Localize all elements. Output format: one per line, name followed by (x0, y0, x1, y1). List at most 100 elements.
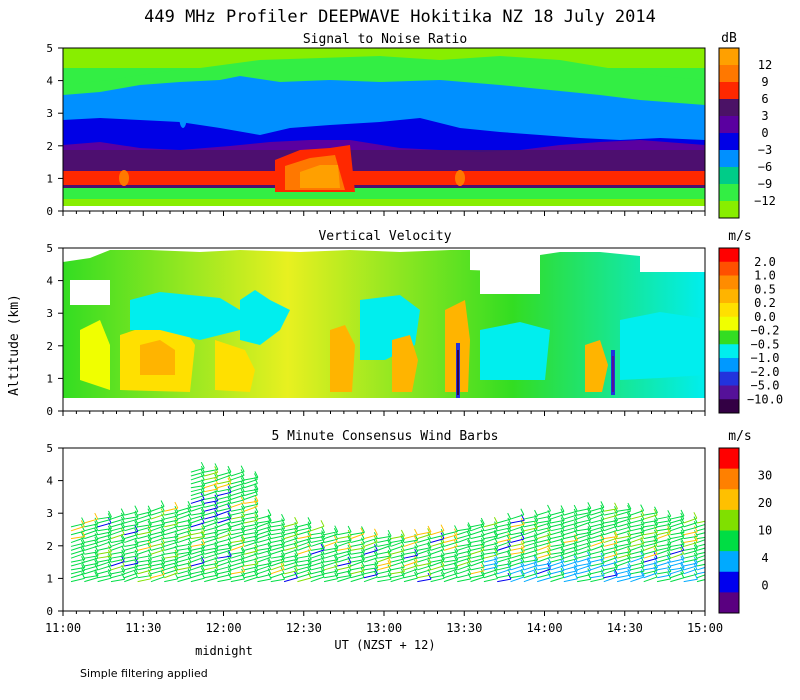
wind-barb-flag (227, 465, 232, 473)
wind-barb-shaft (403, 561, 418, 567)
colorbar-swatch (719, 509, 739, 531)
wind-barb-shaft (403, 539, 418, 544)
wind-barb-flag (334, 532, 339, 540)
colorbar-tick-label: 10 (758, 524, 772, 538)
wind-barb-shaft (577, 578, 592, 583)
wind-barb-shaft (656, 549, 671, 555)
x-tick-label: 11:00 (45, 621, 81, 635)
wind-barb-shaft (70, 549, 85, 555)
wind-barb-shaft (417, 578, 432, 583)
colorbar-tick-label: 1.0 (754, 269, 776, 283)
wind-barb-flag (454, 556, 458, 563)
wind-barb-shaft (457, 564, 471, 571)
vv-region (70, 280, 110, 305)
wind-barb-shaft (603, 525, 618, 532)
wind-barb-shaft (430, 534, 445, 540)
wind-barb-flag (573, 536, 578, 543)
wind-barb-shaft (270, 519, 285, 524)
wind-barb-shaft (110, 529, 125, 536)
wind-barb-shaft (443, 572, 458, 579)
wind-barb-shaft (177, 519, 192, 524)
wind-barb-shaft (696, 528, 705, 532)
wind-barb-flag (294, 555, 298, 563)
wind-barb-shaft (230, 533, 245, 540)
wind-barb-flag (320, 551, 325, 559)
wind-barb-flag (627, 568, 632, 576)
wind-barb-shaft (150, 559, 165, 563)
wind-barb-shaft (563, 534, 578, 540)
colorbar-swatch (719, 385, 739, 400)
wind-barb-shaft (696, 547, 705, 551)
wind-barb-flag (200, 473, 205, 481)
wind-barb-shaft (243, 483, 258, 489)
y-tick-label: 5 (46, 442, 53, 455)
wind-barb-shaft (590, 564, 604, 571)
wind-barb-shaft (270, 524, 285, 528)
wind-barb-flag (507, 572, 512, 580)
wind-barb-flag (493, 531, 498, 539)
wind-barb-shaft (563, 542, 578, 547)
wind-barb-shaft (283, 549, 298, 555)
wind-barb-shaft (110, 561, 125, 567)
wind-barb-shaft (190, 546, 205, 551)
wind-barb-shaft (563, 514, 578, 520)
wind-barb-shaft (204, 526, 218, 532)
wind-barb-shaft (590, 510, 604, 516)
wind-barb-shaft (683, 554, 698, 559)
wind-barb-flag (573, 559, 578, 567)
wind-barb-shaft (177, 551, 192, 555)
wind-barb-flag (708, 545, 711, 551)
wind-barb-shaft (177, 553, 191, 559)
wind-barb-flag (627, 537, 632, 544)
wind-barb-flag (267, 541, 272, 549)
wind-barb-shaft (696, 539, 705, 544)
wind-barb-flag (294, 521, 299, 529)
wind-barb-shaft (630, 554, 645, 559)
y-tick-label: 0 (46, 205, 53, 218)
wind-barb-flag (667, 514, 672, 521)
wind-barb-shaft (656, 561, 671, 567)
wind-barb-flag (573, 517, 578, 524)
wind-barb-flag (400, 548, 405, 556)
wind-barb-shaft (230, 490, 245, 497)
wind-barb-shaft (616, 551, 631, 555)
wind-barb-shaft (137, 526, 152, 532)
wind-barb-shaft (204, 488, 219, 493)
wind-barb-shaft (257, 578, 272, 583)
wind-barb-shaft (403, 534, 418, 540)
wind-barb-shaft (537, 553, 551, 559)
wind-barb-shaft (97, 538, 112, 544)
wind-barb-shaft (630, 542, 645, 547)
wind-barb-shaft (603, 514, 618, 520)
wind-barb-shaft (164, 525, 178, 532)
wind-barb-shaft (97, 569, 112, 575)
wind-barb-flag (241, 510, 245, 517)
x-tick-label: 12:00 (205, 621, 241, 635)
wind-barb-flag (214, 470, 219, 478)
wind-barb-shaft (417, 547, 432, 551)
wind-barb-flag (160, 519, 165, 527)
wind-barb-shaft (696, 543, 705, 547)
wind-barb-shaft (576, 542, 591, 547)
wind-barb-shaft (190, 475, 205, 481)
wind-barb-flag (254, 571, 258, 578)
wind-barb-shaft (217, 543, 232, 547)
y-tick-label: 5 (46, 42, 53, 55)
wind-barb-flag (254, 526, 259, 533)
wind-barb-shaft (84, 557, 98, 563)
wind-barb-flag (227, 510, 232, 518)
wind-barb-flag (693, 559, 698, 567)
wind-barb-shaft (497, 541, 511, 547)
wind-barb-shaft (550, 530, 565, 536)
wind-barb-flag (587, 568, 592, 575)
wind-barb-shaft (510, 565, 525, 571)
vv-region (140, 340, 175, 375)
wind-barb-shaft (150, 562, 165, 567)
wind-barb-flag (493, 563, 498, 570)
wind-barb-flag (253, 473, 258, 480)
colorbar-swatch (719, 99, 739, 117)
wind-barb-flag (707, 532, 710, 538)
colorbar-frame (718, 447, 740, 614)
wind-barb-flag (387, 549, 392, 557)
